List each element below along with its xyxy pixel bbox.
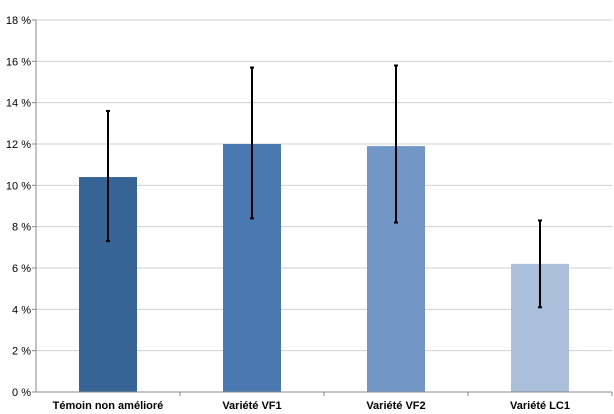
y-tick-label: 0 % (12, 387, 31, 399)
y-tick-label: 4 % (12, 304, 31, 316)
y-tick-label: 6 % (12, 263, 31, 275)
x-tick-label: Variété VF1 (222, 400, 281, 412)
error-bars (106, 64, 542, 309)
y-tick-label: 8 % (12, 222, 31, 234)
x-tick-labels: Témoin non amélioré Variété VF1 Variété VF… (53, 400, 570, 412)
y-tick-labels: 0 % 2 % 4 % 6 % 8 % 10 % 12 % 14 % 16 % 18 % (6, 15, 31, 399)
axes (32, 19, 613, 396)
y-tick-label: 12 % (6, 139, 31, 151)
y-tick-label: 14 % (6, 98, 31, 110)
x-tick-label: Variété VF2 (366, 400, 425, 412)
y-tick-label: 2 % (12, 346, 31, 358)
x-tick-label: Témoin non amélioré (53, 400, 164, 412)
y-tick-label: 16 % (6, 56, 31, 68)
x-tick-label: Variété LC1 (510, 400, 570, 412)
y-tick-label: 10 % (6, 180, 31, 192)
y-tick-label: 18 % (6, 15, 31, 27)
